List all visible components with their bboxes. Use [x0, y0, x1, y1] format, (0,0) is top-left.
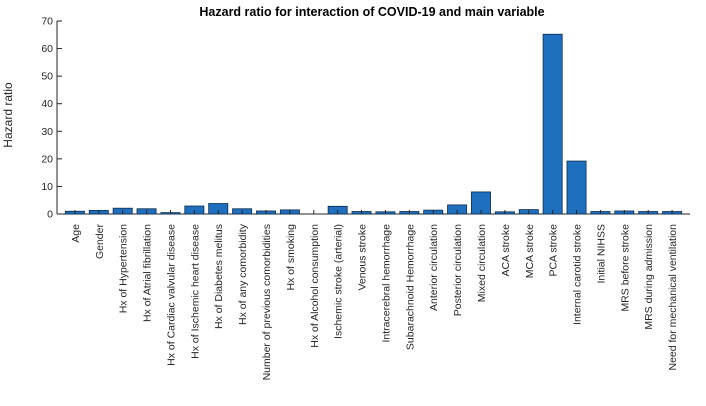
x-tick-label: Hx of smoking	[285, 224, 297, 291]
y-ticks: 0 10 20 30 40 50 60 70	[41, 16, 62, 221]
x-tick-label: Venous stroke	[357, 224, 369, 291]
x-tick-label: Mixed circulation	[476, 224, 488, 302]
x-tick-label: Age	[70, 224, 82, 243]
x-tick-label: Posterior circulation	[452, 224, 464, 316]
x-tick-label: Hx of Cardiac valvular disease	[165, 224, 177, 366]
x-tick-label: Gender	[94, 224, 106, 260]
y-tick-label: 0	[47, 209, 53, 221]
x-tick-label: Hx of Hypertension	[118, 224, 130, 313]
x-tick-label: Hx of Atrial fibrillation	[142, 224, 154, 322]
x-tick-label: Intracerebral hemorrhage	[380, 224, 392, 343]
y-tick-label: 30	[41, 126, 53, 138]
x-tick-label: ACA stroke	[500, 224, 512, 277]
x-tick-label: Anterior circulation	[428, 224, 440, 311]
x-tick-label: Hx of Ischemic heart disease	[189, 224, 201, 359]
axes	[56, 21, 690, 215]
x-tick-label: MRS during admission	[643, 224, 655, 330]
x-tick-label: Hx of Diabetes melitus	[213, 224, 225, 329]
bar	[566, 160, 587, 215]
x-tick-label: Number of previous comorbidities	[261, 224, 273, 380]
y-tick-label: 10	[41, 181, 53, 193]
y-tick-label: 40	[41, 98, 53, 110]
x-tick-labels: Age Gender Hx of Hypertension Hx of Atrial …	[70, 210, 679, 380]
x-tick-label: MRS before stroke	[619, 224, 631, 312]
x-tick-label: Need for mechanical ventilation	[667, 224, 679, 371]
x-tick-label: Hx of any comorbidity	[237, 223, 249, 325]
bar	[542, 33, 563, 215]
bars	[64, 33, 683, 215]
chart-title: Hazard ratio for interaction of COVID-19…	[199, 5, 544, 19]
x-tick-label: Subarachnoid Hemorrhage	[404, 224, 416, 350]
y-tick-label: 50	[41, 71, 53, 83]
x-tick-label: MCA stroke	[524, 224, 536, 278]
y-tick-label: 70	[41, 16, 53, 28]
x-tick-label: Hx of Alcohol consumption	[309, 224, 321, 348]
y-tick-label: 60	[41, 43, 53, 55]
x-tick-label: Initial NIHSS	[595, 224, 607, 284]
y-axis-label: Hazard ratio	[1, 82, 15, 148]
y-tick-label: 20	[41, 153, 53, 165]
x-tick-label: Ischemic stroke (arterial)	[333, 224, 345, 339]
x-tick-label: PCA stroke	[548, 224, 560, 277]
x-tick-label: Internal carotid stroke	[572, 224, 584, 325]
